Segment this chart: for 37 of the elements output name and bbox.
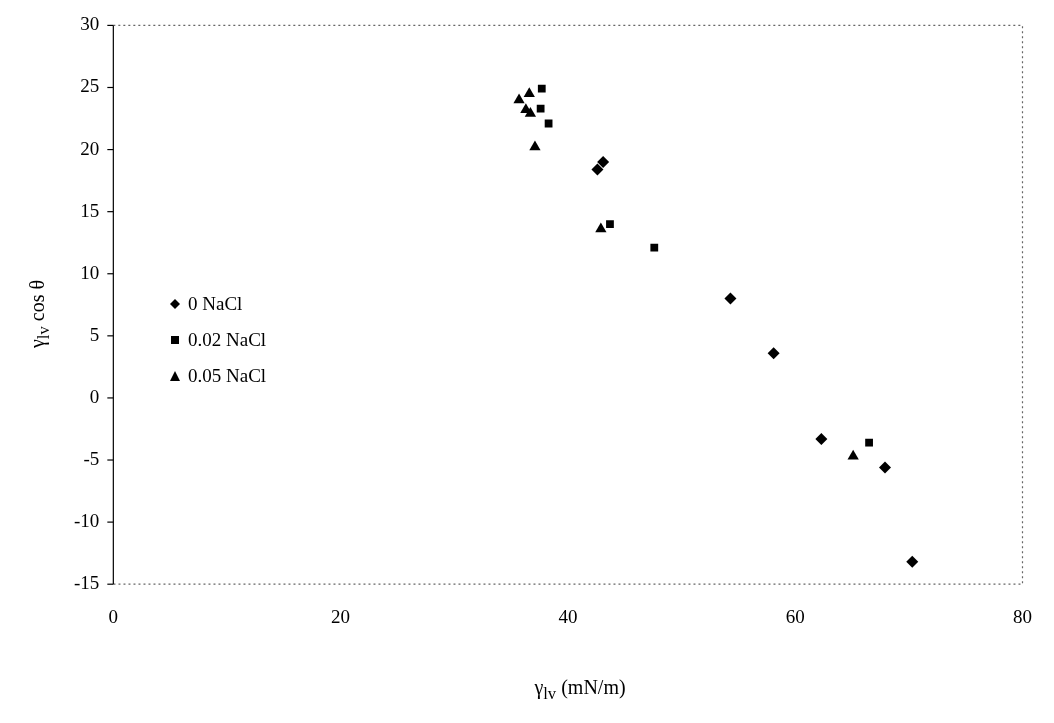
point — [595, 222, 607, 233]
point — [536, 104, 545, 113]
x-tick-label: 0 — [108, 605, 119, 627]
x-tick-label: 80 — [1013, 605, 1032, 627]
y-tick-label: -10 — [74, 510, 100, 532]
x-axis-title: γ$_{lv}$ (mN/m) — [533, 676, 627, 704]
y-tick-label: 30 — [80, 13, 100, 35]
x-tick-label: 60 — [785, 605, 805, 627]
point — [591, 163, 604, 176]
point — [524, 107, 537, 117]
point — [537, 84, 546, 93]
legend-label: 0.02 NaCl — [188, 329, 267, 351]
point — [767, 347, 780, 360]
x-tick-label: 40 — [558, 605, 578, 627]
point — [906, 555, 919, 568]
y-tick-label: -15 — [74, 572, 100, 594]
y-tick-label: 20 — [80, 137, 100, 159]
legend-label: 0.05 NaCl — [188, 365, 267, 387]
point — [724, 292, 737, 305]
point — [815, 432, 828, 445]
point — [597, 156, 610, 168]
y-tick-label: -5 — [83, 448, 100, 470]
y-tick-label: 0 — [89, 385, 100, 407]
point — [513, 93, 525, 104]
y-tick-label: 10 — [80, 261, 100, 283]
point — [865, 438, 873, 447]
y-tick-label: 15 — [80, 199, 100, 221]
point — [650, 243, 659, 252]
y-tick-label: 5 — [89, 323, 100, 345]
point — [878, 461, 891, 474]
point — [847, 449, 859, 460]
point — [523, 87, 535, 97]
point — [606, 220, 614, 228]
y-tick-label: 25 — [80, 75, 100, 97]
x-tick-label: 20 — [331, 605, 351, 627]
point — [529, 140, 541, 151]
legend-label: 0 NaCl — [188, 293, 243, 315]
